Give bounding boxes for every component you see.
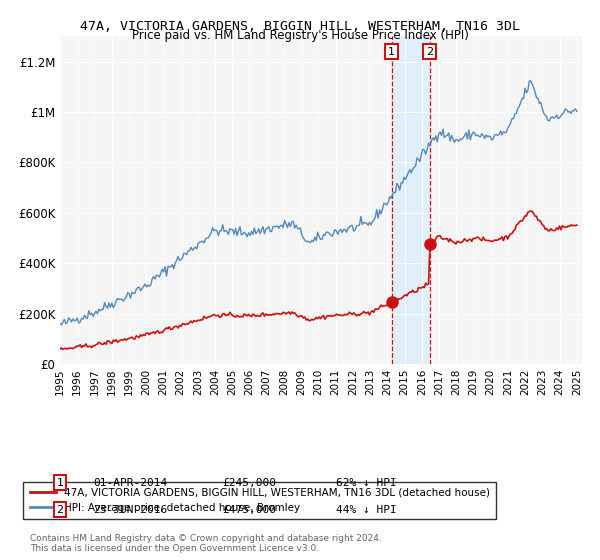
Text: £245,000: £245,000 xyxy=(222,478,276,488)
Text: 1: 1 xyxy=(56,478,64,488)
Legend: 47A, VICTORIA GARDENS, BIGGIN HILL, WESTERHAM, TN16 3DL (detached house), HPI: A: 47A, VICTORIA GARDENS, BIGGIN HILL, WEST… xyxy=(23,482,496,519)
Text: This data is licensed under the Open Government Licence v3.0.: This data is licensed under the Open Gov… xyxy=(30,544,319,553)
Text: 44% ↓ HPI: 44% ↓ HPI xyxy=(336,505,397,515)
Text: 47A, VICTORIA GARDENS, BIGGIN HILL, WESTERHAM, TN16 3DL: 47A, VICTORIA GARDENS, BIGGIN HILL, WEST… xyxy=(80,20,520,32)
Text: 62% ↓ HPI: 62% ↓ HPI xyxy=(336,478,397,488)
Text: Contains HM Land Registry data © Crown copyright and database right 2024.: Contains HM Land Registry data © Crown c… xyxy=(30,534,382,543)
Text: £475,000: £475,000 xyxy=(222,505,276,515)
Text: 01-APR-2014: 01-APR-2014 xyxy=(93,478,167,488)
Bar xyxy=(392,36,430,364)
Text: Price paid vs. HM Land Registry's House Price Index (HPI): Price paid vs. HM Land Registry's House … xyxy=(131,29,469,42)
Text: 2: 2 xyxy=(56,505,64,515)
Text: 23-JUN-2016: 23-JUN-2016 xyxy=(93,505,167,515)
Text: 1: 1 xyxy=(388,46,395,57)
Text: 2: 2 xyxy=(426,46,433,57)
